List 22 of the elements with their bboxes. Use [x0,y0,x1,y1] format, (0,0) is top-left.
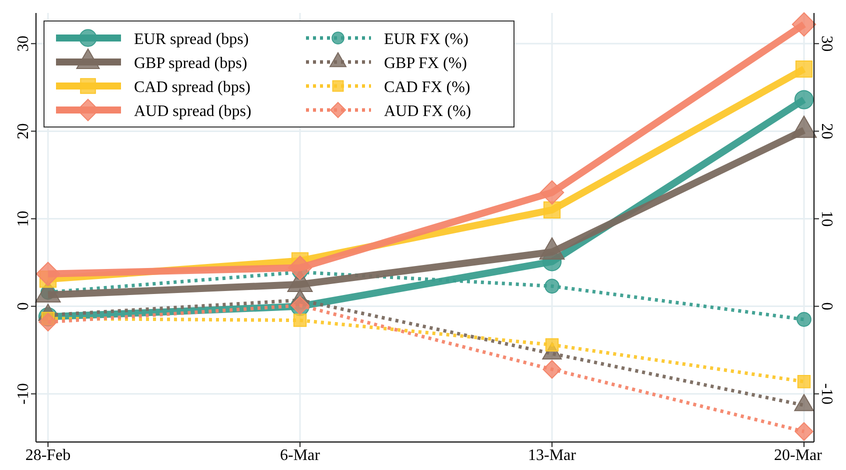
y2-tick-label: 10 [818,210,835,227]
legend-label: CAD spread (bps) [134,79,250,96]
x-tick-label: 13-Mar [528,447,577,464]
y2-tick-label: 30 [818,36,835,52]
legend-label: AUD FX (%) [384,103,472,120]
legend-label: EUR FX (%) [384,31,468,48]
legend-label: GBP FX (%) [384,55,467,72]
x-tick-label: 28-Feb [25,447,71,464]
y-tick-label: 10 [15,210,32,227]
y-tick-label: 0 [15,302,32,310]
legend-label: GBP spread (bps) [134,55,248,72]
y-tick-label: -10 [15,383,32,405]
x-tick-label: 20-Mar [774,447,823,464]
y2-tick-label: 20 [818,123,835,140]
y-tick-label: 30 [15,36,32,52]
y2-tick-label: 0 [818,302,835,310]
legend-label: EUR spread (bps) [134,31,249,48]
y-tick-label: 20 [15,123,32,140]
legend-label: AUD spread (bps) [134,103,252,120]
legend-label: CAD FX (%) [384,79,470,96]
x-tick-label: 6-Mar [280,447,321,464]
y2-tick-label: -10 [818,383,835,405]
